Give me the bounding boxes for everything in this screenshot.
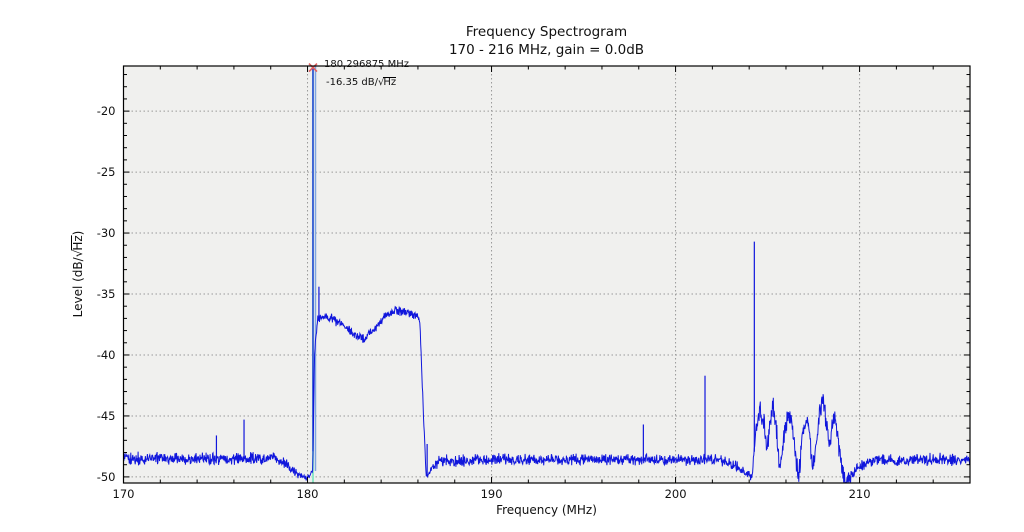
plot-border [122,65,971,484]
y-tick-label: -30 [97,226,116,240]
y-tick-label: -50 [97,470,116,484]
y-tick-label: -35 [97,287,116,301]
peak-level-prefix: -16.35 dB/ [325,77,378,88]
peak-annotation-level: -16.35 dB/√Hz [325,77,397,89]
x-tick-label: 190 [481,487,503,501]
x-tick-label: 180 [297,487,319,501]
x-axis-label: Frequency (MHz) [496,503,597,517]
signal-trace [123,305,971,483]
sqrt-symbol: √ [377,77,384,88]
plot-background [123,66,970,483]
peak-marker-x [308,63,318,73]
x-tick-label: 200 [665,487,687,501]
y-tick-label: -25 [97,165,116,179]
chart-subtitle: 170 - 216 MHz, gain = 0.0dB [448,42,645,58]
y-axis-label: Level (dB/√Hz) [71,230,85,318]
y-axis-label-prefix: Level (dB/ [71,257,85,318]
y-tick-label: -20 [97,104,116,118]
x-tick-label: 210 [849,487,871,501]
sqrt-radicand: Hz [71,235,85,251]
y-tick-label: -45 [97,409,116,423]
sqrt-radicand: Hz [383,77,397,88]
chart-title: Frequency Spectrogram [465,24,628,40]
x-tick-label: 170 [113,487,135,501]
peak-annotation-frequency: 180.296875 MHz [323,59,409,70]
y-tick-label: -40 [97,348,116,362]
y-axis-label-suffix: ) [71,230,85,236]
sqrt-symbol: √ [71,250,85,258]
